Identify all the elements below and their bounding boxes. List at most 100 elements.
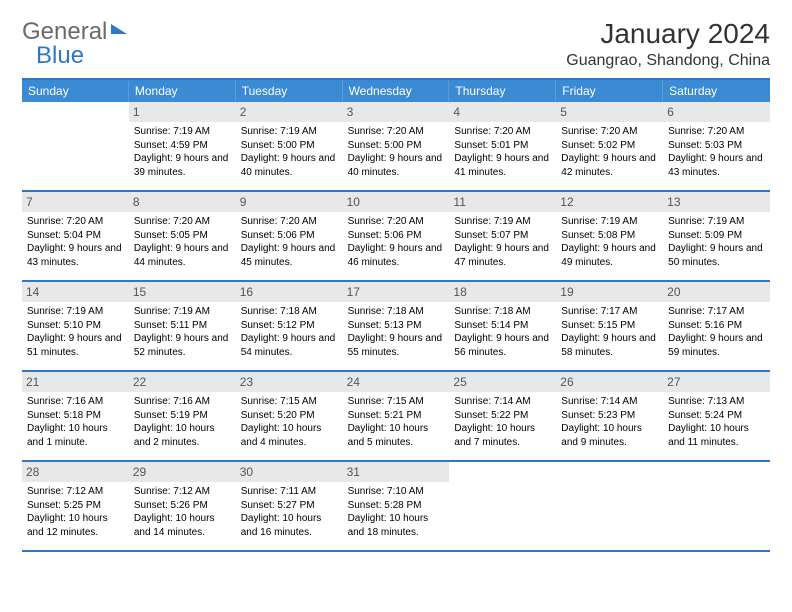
sunset-text: Sunset: 5:08 PM: [561, 229, 658, 243]
sunrise-text: Sunrise: 7:20 AM: [668, 125, 765, 139]
sunset-text: Sunset: 5:12 PM: [241, 319, 338, 333]
sunrise-text: Sunrise: 7:17 AM: [561, 305, 658, 319]
daylight-text: Daylight: 9 hours and 46 minutes.: [348, 242, 445, 269]
day-number: 8: [129, 192, 236, 212]
day-number: 23: [236, 372, 343, 392]
day-cell: [556, 462, 663, 550]
day-content: Sunrise: 7:20 AMSunset: 5:04 PMDaylight:…: [27, 215, 124, 269]
day-cell: 10Sunrise: 7:20 AMSunset: 5:06 PMDayligh…: [343, 192, 450, 280]
sunset-text: Sunset: 5:18 PM: [27, 409, 124, 423]
day-cell: 5Sunrise: 7:20 AMSunset: 5:02 PMDaylight…: [556, 102, 663, 190]
sunrise-text: Sunrise: 7:20 AM: [561, 125, 658, 139]
sunset-text: Sunset: 5:21 PM: [348, 409, 445, 423]
day-content: Sunrise: 7:20 AMSunset: 5:05 PMDaylight:…: [134, 215, 231, 269]
daylight-text: Daylight: 9 hours and 39 minutes.: [134, 152, 231, 179]
sunrise-text: Sunrise: 7:11 AM: [241, 485, 338, 499]
day-content: Sunrise: 7:19 AMSunset: 5:09 PMDaylight:…: [668, 215, 765, 269]
day-content: Sunrise: 7:20 AMSunset: 5:03 PMDaylight:…: [668, 125, 765, 179]
daylight-text: Daylight: 10 hours and 12 minutes.: [27, 512, 124, 539]
day-number: 1: [129, 102, 236, 122]
day-content: Sunrise: 7:15 AMSunset: 5:20 PMDaylight:…: [241, 395, 338, 449]
day-number: 3: [343, 102, 450, 122]
day-content: Sunrise: 7:18 AMSunset: 5:12 PMDaylight:…: [241, 305, 338, 359]
day-cell: 31 Sunrise: 7:10 AMSunset: 5:28 PMDayligh…: [343, 462, 450, 550]
sunrise-text: Sunrise: 7:20 AM: [27, 215, 124, 229]
weekday-thursday: Thursday: [449, 80, 556, 102]
day-content: Sunrise: 7:19 AMSunset: 5:10 PMDaylight:…: [27, 305, 124, 359]
day-cell: [663, 462, 770, 550]
daylight-text: Daylight: 9 hours and 59 minutes.: [668, 332, 765, 359]
logo-triangle-icon: [111, 24, 127, 34]
week-row: 7Sunrise: 7:20 AMSunset: 5:04 PMDaylight…: [22, 192, 770, 282]
sunrise-text: Sunrise: 7:20 AM: [348, 125, 445, 139]
day-content: Sunrise: 7:14 AMSunset: 5:23 PMDaylight:…: [561, 395, 658, 449]
day-content: Sunrise: 7:20 AMSunset: 5:02 PMDaylight:…: [561, 125, 658, 179]
day-cell: 29Sunrise: 7:12 AMSunset: 5:26 PMDayligh…: [129, 462, 236, 550]
day-content: Sunrise: 7:15 AMSunset: 5:21 PMDaylight:…: [348, 395, 445, 449]
weekday-wednesday: Wednesday: [343, 80, 450, 102]
day-cell: 23 Sunrise: 7:15 AMSunset: 5:20 PMDayligh…: [236, 372, 343, 460]
sunset-text: Sunset: 5:05 PM: [134, 229, 231, 243]
sunrise-text: Sunrise: 7:15 AM: [348, 395, 445, 409]
day-cell: 8 Sunrise: 7:20 AMSunset: 5:05 PMDaylight…: [129, 192, 236, 280]
day-number: 13: [663, 192, 770, 212]
daylight-text: Daylight: 9 hours and 55 minutes.: [348, 332, 445, 359]
day-cell: 22Sunrise: 7:16 AMSunset: 5:19 PMDayligh…: [129, 372, 236, 460]
day-number: 15: [129, 282, 236, 302]
day-cell: 25Sunrise: 7:14 AMSunset: 5:22 PMDayligh…: [449, 372, 556, 460]
sunrise-text: Sunrise: 7:20 AM: [454, 125, 551, 139]
sunset-text: Sunset: 5:23 PM: [561, 409, 658, 423]
daylight-text: Daylight: 9 hours and 52 minutes.: [134, 332, 231, 359]
daylight-text: Daylight: 9 hours and 51 minutes.: [27, 332, 124, 359]
day-number: 17: [343, 282, 450, 302]
daylight-text: Daylight: 9 hours and 56 minutes.: [454, 332, 551, 359]
daylight-text: Daylight: 10 hours and 18 minutes.: [348, 512, 445, 539]
daylight-text: Daylight: 10 hours and 9 minutes.: [561, 422, 658, 449]
day-number: 18: [449, 282, 556, 302]
week-row: 28Sunrise: 7:12 AMSunset: 5:25 PMDayligh…: [22, 462, 770, 552]
sunset-text: Sunset: 5:03 PM: [668, 139, 765, 153]
sunrise-text: Sunrise: 7:16 AM: [27, 395, 124, 409]
day-cell: [449, 462, 556, 550]
day-number: 31: [343, 462, 450, 482]
sunset-text: Sunset: 5:07 PM: [454, 229, 551, 243]
sunset-text: Sunset: 5:11 PM: [134, 319, 231, 333]
day-content: Sunrise: 7:12 AMSunset: 5:25 PMDaylight:…: [27, 485, 124, 539]
day-number: 25: [449, 372, 556, 392]
daylight-text: Daylight: 10 hours and 4 minutes.: [241, 422, 338, 449]
daylight-text: Daylight: 9 hours and 44 minutes.: [134, 242, 231, 269]
day-cell: 28Sunrise: 7:12 AMSunset: 5:25 PMDayligh…: [22, 462, 129, 550]
sunset-text: Sunset: 5:24 PM: [668, 409, 765, 423]
day-number: 14: [22, 282, 129, 302]
day-cell: 12Sunrise: 7:19 AMSunset: 5:08 PMDayligh…: [556, 192, 663, 280]
day-cell: 21Sunrise: 7:16 AMSunset: 5:18 PMDayligh…: [22, 372, 129, 460]
day-content: Sunrise: 7:10 AMSunset: 5:28 PMDaylight:…: [348, 485, 445, 539]
sunset-text: Sunset: 5:16 PM: [668, 319, 765, 333]
daylight-text: Daylight: 10 hours and 11 minutes.: [668, 422, 765, 449]
day-cell: 30Sunrise: 7:11 AMSunset: 5:27 PMDayligh…: [236, 462, 343, 550]
daylight-text: Daylight: 9 hours and 42 minutes.: [561, 152, 658, 179]
sunrise-text: Sunrise: 7:18 AM: [241, 305, 338, 319]
sunset-text: Sunset: 4:59 PM: [134, 139, 231, 153]
daylight-text: Daylight: 9 hours and 40 minutes.: [241, 152, 338, 179]
day-cell: 4Sunrise: 7:20 AMSunset: 5:01 PMDaylight…: [449, 102, 556, 190]
sunset-text: Sunset: 5:25 PM: [27, 499, 124, 513]
weekday-saturday: Saturday: [663, 80, 770, 102]
sunrise-text: Sunrise: 7:19 AM: [668, 215, 765, 229]
sunset-text: Sunset: 5:27 PM: [241, 499, 338, 513]
day-content: Sunrise: 7:19 AMSunset: 5:08 PMDaylight:…: [561, 215, 658, 269]
header: General January 2024 Guangrao, Shandong,…: [22, 18, 770, 70]
sunset-text: Sunset: 5:20 PM: [241, 409, 338, 423]
day-content: Sunrise: 7:19 AMSunset: 4:59 PMDaylight:…: [134, 125, 231, 179]
sunset-text: Sunset: 5:09 PM: [668, 229, 765, 243]
day-number: 19: [556, 282, 663, 302]
day-number: 20: [663, 282, 770, 302]
sunset-text: Sunset: 5:19 PM: [134, 409, 231, 423]
day-content: Sunrise: 7:18 AMSunset: 5:14 PMDaylight:…: [454, 305, 551, 359]
day-content: Sunrise: 7:16 AMSunset: 5:19 PMDaylight:…: [134, 395, 231, 449]
sunrise-text: Sunrise: 7:19 AM: [27, 305, 124, 319]
daylight-text: Daylight: 9 hours and 41 minutes.: [454, 152, 551, 179]
day-cell: 27Sunrise: 7:13 AMSunset: 5:24 PMDayligh…: [663, 372, 770, 460]
weekday-friday: Friday: [556, 80, 663, 102]
day-number: 10: [343, 192, 450, 212]
